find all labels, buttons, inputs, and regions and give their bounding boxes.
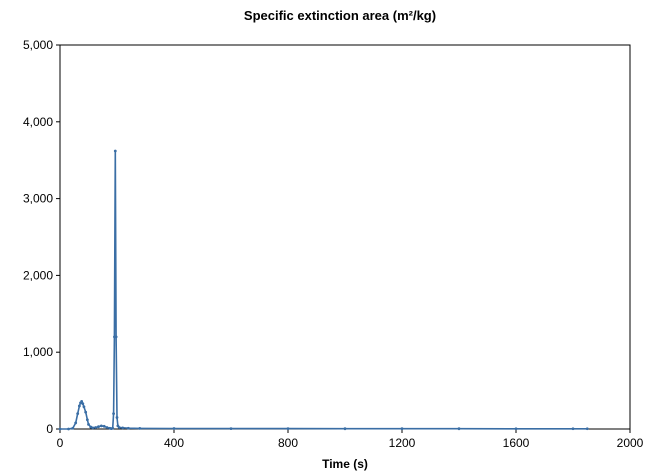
data-point bbox=[99, 424, 103, 428]
data-point bbox=[121, 426, 125, 430]
data-point bbox=[82, 405, 86, 409]
data-point bbox=[84, 410, 88, 414]
data-point bbox=[138, 426, 142, 430]
x-axis: 0 400 800 1200 1600 2000 bbox=[57, 429, 644, 450]
data-point bbox=[58, 427, 62, 431]
y-tick-label: 5,000 bbox=[23, 38, 53, 52]
data-point bbox=[81, 402, 85, 406]
x-tick-label: 0 bbox=[57, 436, 64, 450]
data-point bbox=[105, 426, 109, 429]
data-point bbox=[115, 416, 119, 419]
data-point bbox=[80, 399, 84, 403]
data-point bbox=[112, 412, 115, 416]
y-tick-label: 2,000 bbox=[23, 268, 53, 282]
x-tick-label: 1200 bbox=[389, 436, 416, 450]
x-tick-label: 2000 bbox=[617, 436, 644, 450]
y-tick-label: 1,000 bbox=[23, 345, 53, 359]
data-point bbox=[229, 427, 233, 431]
x-tick-label: 400 bbox=[164, 436, 184, 450]
data-point bbox=[585, 427, 589, 431]
data-point bbox=[457, 427, 461, 431]
y-axis: 0 1,000 2,000 3,000 4,000 5,000 bbox=[23, 38, 60, 436]
data-point bbox=[286, 427, 290, 431]
data-point bbox=[94, 426, 98, 429]
plot-area bbox=[59, 44, 631, 430]
y-tick-label: 0 bbox=[46, 422, 53, 436]
data-point bbox=[400, 427, 404, 431]
data-point bbox=[97, 425, 100, 429]
data-point bbox=[102, 424, 106, 428]
data-point bbox=[85, 418, 89, 422]
data-point bbox=[113, 149, 117, 153]
data-point bbox=[514, 427, 518, 431]
series-layer bbox=[58, 149, 589, 431]
y-tick-label: 3,000 bbox=[23, 192, 53, 206]
x-tick-label: 1600 bbox=[503, 436, 530, 450]
y-tick-label: 4,000 bbox=[23, 115, 53, 129]
x-axis-label: Time (s) bbox=[322, 457, 368, 471]
data-point bbox=[74, 421, 78, 425]
data-point bbox=[76, 412, 80, 416]
x-tick-label: 800 bbox=[278, 436, 298, 450]
data-point bbox=[91, 426, 95, 430]
data-point bbox=[67, 427, 70, 431]
data-point bbox=[114, 335, 118, 339]
data-point bbox=[343, 427, 347, 431]
data-point bbox=[172, 427, 176, 430]
data-point bbox=[117, 426, 121, 429]
chart-title: Specific extinction area (m²/kg) bbox=[244, 8, 436, 23]
data-point bbox=[571, 427, 575, 431]
data-point bbox=[77, 404, 81, 408]
data-point bbox=[111, 426, 115, 430]
data-point bbox=[126, 426, 130, 430]
data-point bbox=[71, 426, 75, 430]
data-point bbox=[87, 422, 90, 426]
